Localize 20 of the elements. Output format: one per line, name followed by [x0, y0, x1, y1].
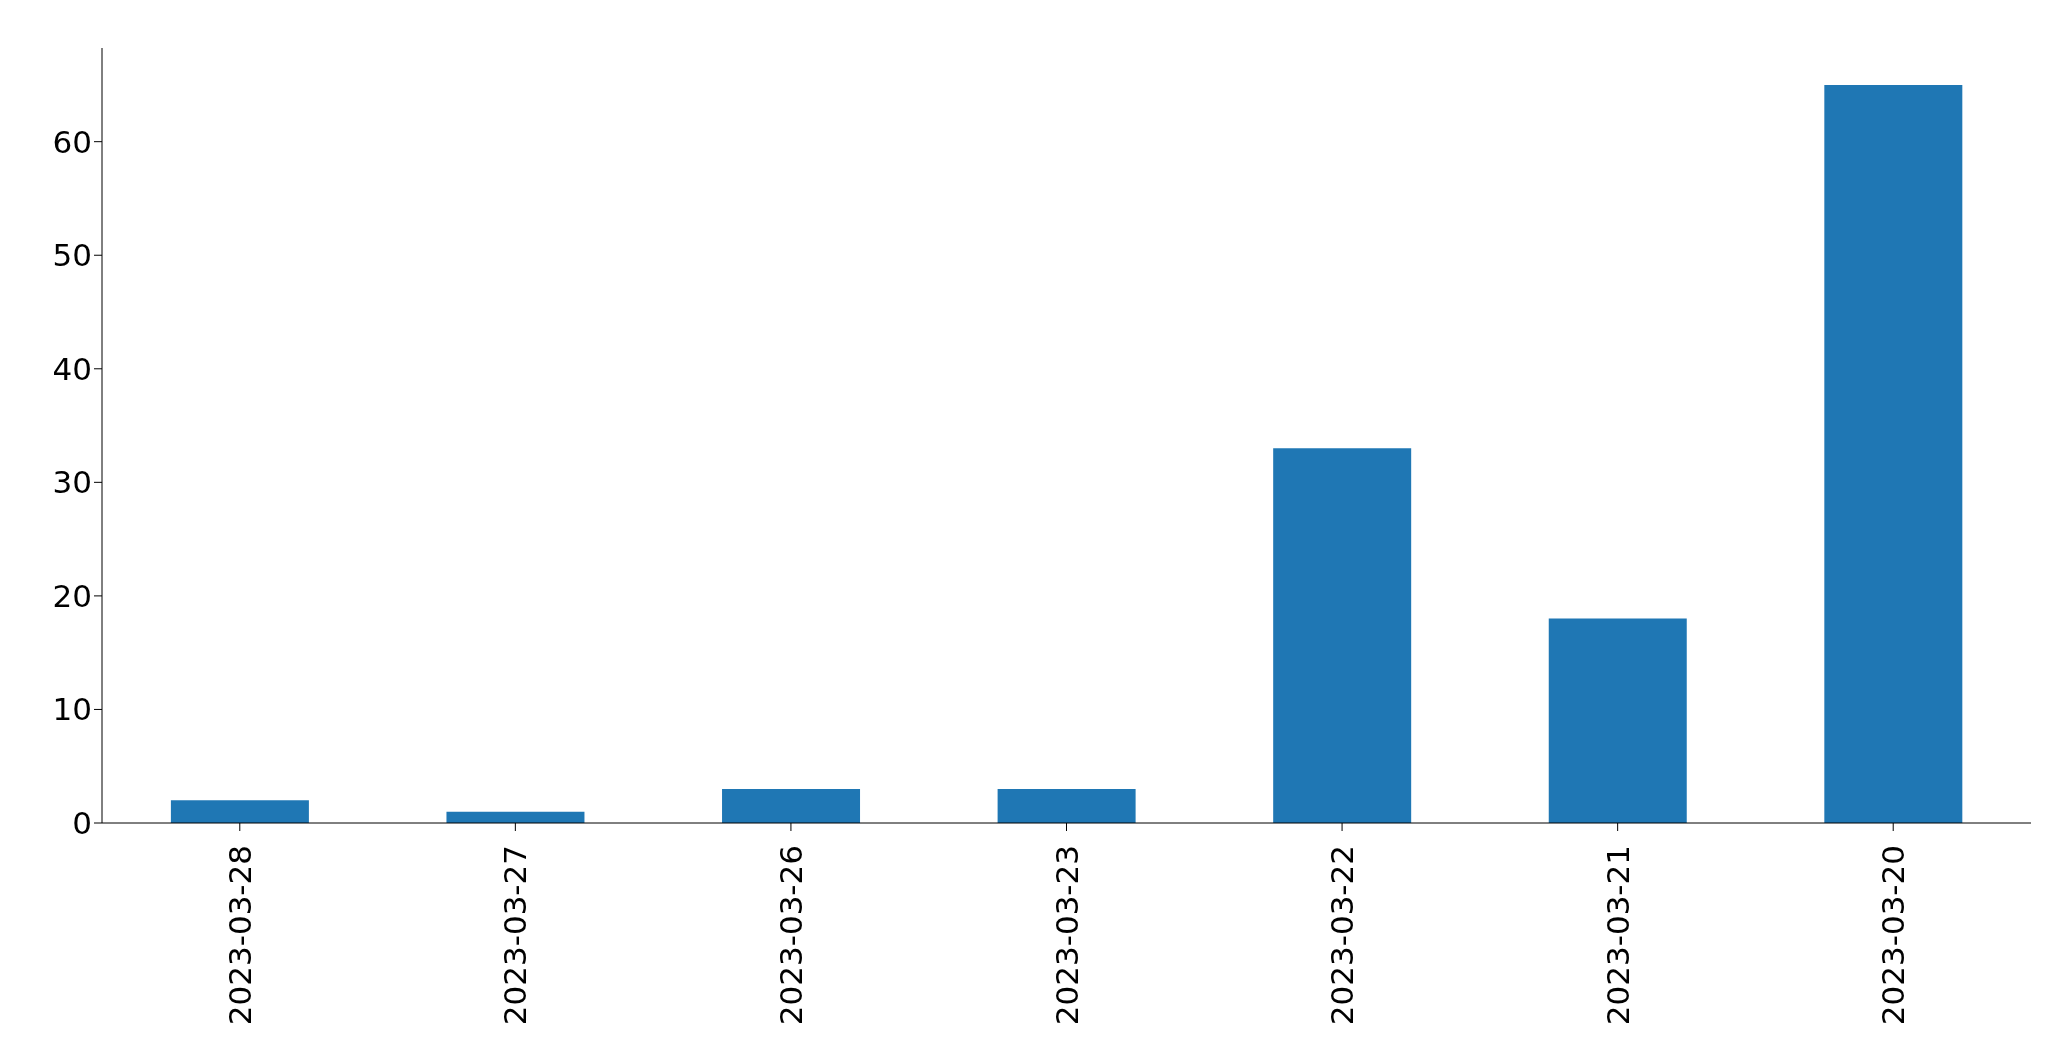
y-tick-label: 20 [52, 577, 92, 614]
bar [1273, 448, 1412, 823]
bar [1824, 84, 1963, 823]
bar [997, 788, 1136, 823]
bar [170, 800, 309, 823]
x-tick-label: 2023-03-26 [772, 845, 809, 1026]
y-tick-label: 60 [52, 123, 92, 160]
bar [1548, 618, 1687, 823]
y-tick-label: 40 [52, 350, 92, 387]
bar [722, 788, 861, 823]
x-tick-label: 2023-03-28 [221, 845, 258, 1026]
x-tick-label: 2023-03-21 [1599, 845, 1636, 1026]
y-tick-label: 50 [52, 237, 92, 274]
y-tick-label: 10 [52, 691, 92, 728]
x-tick-label: 2023-03-22 [1324, 845, 1361, 1026]
y-tick-label: 0 [72, 805, 92, 842]
x-tick-label: 2023-03-20 [1875, 845, 1912, 1026]
x-tick-label: 2023-03-27 [497, 845, 534, 1026]
y-tick-label: 30 [52, 464, 92, 501]
x-tick-label: 2023-03-23 [1048, 845, 1085, 1026]
